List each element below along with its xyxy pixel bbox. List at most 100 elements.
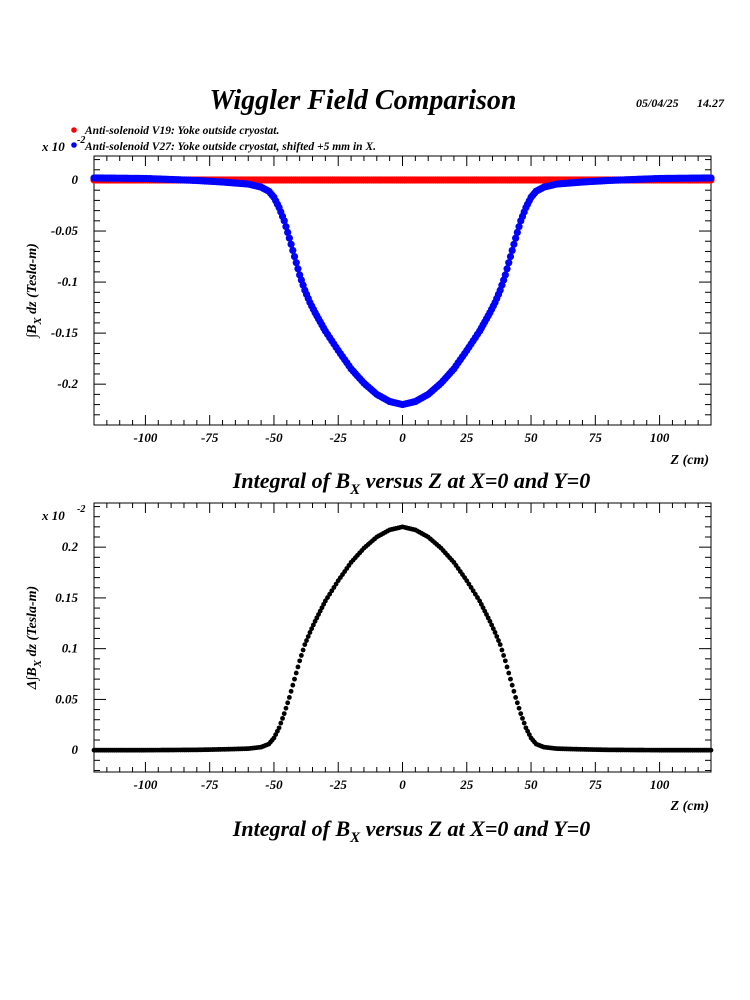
data-point [501,271,509,279]
legend: Anti-solenoid V19: Yoke outside cryostat… [71,125,376,153]
y-tick-label: 0.15 [55,590,78,605]
legend-marker-v27 [71,142,77,148]
y-tick-label: 0.05 [55,691,78,706]
data-point [496,638,501,643]
y-tick-label: 0.2 [62,539,79,554]
x-tick-label: -50 [265,777,283,792]
data-point [302,642,308,648]
data-point [278,720,284,726]
x-tick-label: -75 [201,430,219,445]
series-1 [90,174,715,409]
data-point [276,725,282,731]
y-tick-label: -0.15 [51,325,79,340]
data-point [298,653,304,658]
y-axis-label: ∫BX dz (Tesla-m) [25,243,44,339]
data-point [285,700,291,706]
data-point [284,228,292,236]
data-point [288,688,294,694]
figure-date: 05/04/25 [636,96,679,110]
data-point [309,626,315,632]
axis-multiplier-exponent: -2 [77,504,85,515]
x-tick-label: 0 [399,430,406,445]
data-point [506,670,512,676]
data-point [300,647,306,653]
data-point [281,711,287,717]
legend-label-v19: Anti-solenoid V19: Yoke outside cryostat… [84,125,279,137]
data-point [285,234,293,242]
y-tick-label: -0.1 [57,274,78,289]
data-point [305,634,311,639]
x-tick-label: -25 [330,430,348,445]
data-point [508,676,513,682]
data-point [292,259,300,267]
figure-title: Wiggler Field Comparison [209,85,516,116]
data-point [513,694,519,700]
plot-caption: Integral of BX versus Z at X=0 and Y=0 [232,468,590,498]
integral-bx-plot: -100 -75 -50 -25 0 25 50 75 100 0 -0.05 -0.1 -0.15 -0… [25,135,715,498]
delta-integral-bx-plot: -100 -75 -50 -25 0 25 50 75 100 0 0.05 0.1 0.15 0.2 x … [25,502,714,846]
y-tick-label: 0.1 [62,641,78,656]
data-point [501,653,507,658]
data-point [283,705,289,711]
x-tick-label: 75 [589,430,603,445]
x-tick-label: 100 [650,430,670,445]
data-point [489,622,495,628]
data-point [297,658,303,664]
x-tick-label: -25 [330,777,348,792]
data-point [512,234,520,242]
data-point [490,626,496,632]
data-point [708,747,714,753]
data-point [280,715,285,721]
data-point [503,265,511,273]
x-axis-label: Z (cm) [670,453,709,468]
data-point [304,638,309,643]
data-point [290,252,299,261]
data-point [287,240,295,248]
y-tick-label: -0.05 [51,223,79,238]
plot-frame [93,502,712,773]
x-tick-label: -50 [265,430,283,445]
plot-caption: Integral of BX versus Z at X=0 and Y=0 [232,816,590,846]
data-point [290,682,296,688]
legend-label-v27: Anti-solenoid V27: Yoke outside cryostat… [84,141,376,153]
data-point [514,700,520,706]
axis-multiplier: x 10 [41,508,65,523]
data-point [487,618,493,624]
x-tick-label: 100 [650,777,670,792]
y-tick-label: 0 [72,742,79,757]
data-point [295,664,301,670]
data-point [494,634,500,639]
figure-time: 14.27 [697,96,725,110]
axis-multiplier: x 10 [41,139,65,154]
data-point [520,715,525,721]
data-point [510,240,518,248]
legend-marker-v19 [71,127,77,133]
data-point [293,670,299,676]
data-point [286,694,292,700]
axis-multiplier-exponent: -2 [77,135,85,146]
y-axis-label: Δ∫BX dz (Tesla-m) [25,586,44,690]
data-point [509,682,515,688]
x-tick-label: 50 [525,430,539,445]
y-tick-label: 0 [72,172,79,187]
series-0 [91,524,714,753]
data-point [506,252,515,261]
y-tick-label: -0.2 [57,376,78,391]
x-tick-label: 75 [589,777,603,792]
x-tick-label: 0 [399,777,406,792]
data-point [508,246,516,255]
data-point [307,630,313,635]
data-point [504,664,510,670]
data-point [516,705,522,711]
data-point [513,228,521,236]
data-point [499,647,505,653]
x-tick-label: -100 [133,430,157,445]
data-point [310,622,316,628]
x-tick-label: 25 [459,777,474,792]
data-point [294,265,302,273]
data-point [497,642,503,648]
data-point [292,676,297,682]
data-point [289,246,297,255]
data-point [280,217,288,225]
